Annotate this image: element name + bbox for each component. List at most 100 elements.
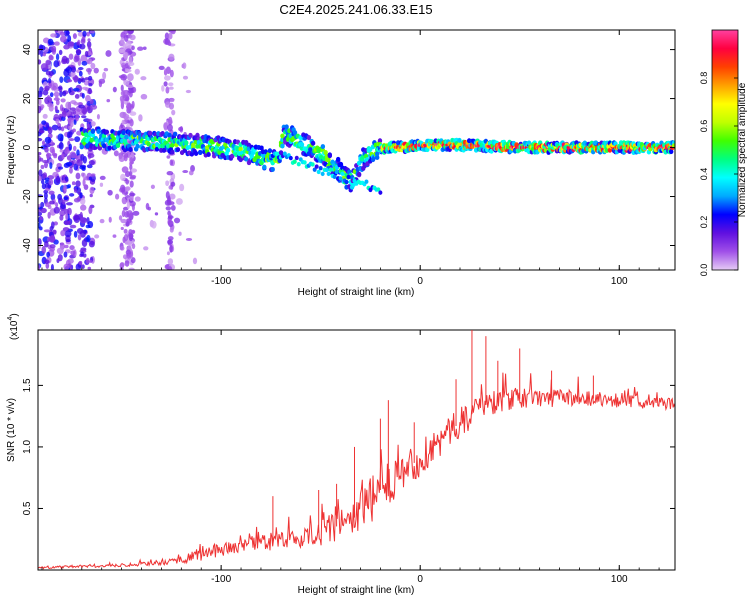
spectrogram-noise-blob (192, 257, 198, 265)
spectrogram-noise-blob (125, 218, 132, 224)
spectrogram-noise-blob (38, 157, 44, 162)
snr-multiplier-base: (x10 (9, 320, 20, 340)
spectrogram-noise-blob (59, 149, 64, 153)
spectrogram-noise-blob (64, 176, 69, 182)
spectrogram-noise-blob (81, 60, 88, 66)
snr-y-label: SNR (10 * v/v) (6, 398, 17, 462)
spectrogram-noise-blob (69, 193, 75, 197)
spectrogram-noise-blob (71, 181, 76, 186)
spectrogram-noise-blob (49, 162, 53, 169)
spectrogram-noise-blob (70, 120, 74, 128)
spectrogram-noise-blob (80, 54, 88, 63)
colorbar-tick-label: 0.4 (699, 168, 709, 181)
spectrogram-noise-blob (66, 79, 73, 83)
spectrogram-noise-blob (48, 70, 54, 76)
spectrogram-noise-blob (98, 78, 106, 84)
spectrogram-noise-blob (143, 246, 149, 251)
spectrogram-noise-blob (124, 211, 130, 218)
spectrogram-branch-blob (294, 155, 299, 161)
spectrogram-noise-blob (182, 62, 187, 69)
spectrogram-noise-blob (75, 113, 80, 122)
spectrogram-noise-blob (78, 260, 83, 266)
snr-x-label: Height of straight line (km) (298, 585, 415, 596)
spectrogram-noise-blob (182, 169, 189, 174)
spectrogram-noise-blob (131, 100, 135, 109)
spectrogram-branch-blob (340, 171, 345, 176)
spectrogram-noise-blob (86, 234, 91, 243)
spectrogram-noise-blob (132, 210, 140, 216)
spectrogram-noise-blob (168, 82, 174, 87)
spectrogram-noise-blob (168, 102, 175, 110)
spectrogram-ridge-blob (121, 130, 126, 136)
spectrogram-noise-blob (125, 179, 130, 185)
spectrogram-noise-blob (88, 176, 93, 181)
spectrogram-noise-blob (75, 263, 82, 270)
spectrogram-noise-blob (40, 63, 48, 71)
spectrogram-noise-blob (56, 247, 64, 255)
spectrogram-noise-blob (60, 98, 66, 103)
spectrogram-noise-blob (124, 260, 130, 267)
figure-title: C2E4.2025.241.06.33.E15 (279, 2, 432, 17)
spectrogram-noise-blob (64, 230, 72, 238)
spectrogram-ridge-blob (262, 164, 267, 170)
spectrogram-ridge-blob (135, 143, 140, 149)
spectrogram-noise-blob (127, 84, 134, 89)
spectrogram-noise-blob (59, 35, 67, 43)
spectrogram-noise-blob (182, 75, 189, 80)
spectrogram-noise-blob (67, 41, 75, 47)
spectrogram-noise-blob (126, 201, 131, 210)
spectrogram-noise-blob (168, 86, 174, 90)
spectrogram-noise-blob (127, 30, 134, 35)
spectrogram-noise-blob (185, 237, 193, 241)
spectrogram-noise-blob (108, 216, 112, 223)
spectrogram-noise-blob (74, 136, 81, 143)
spectrogram-ridge-blob (128, 146, 133, 152)
colorbar-tick-label: 0.2 (699, 216, 709, 229)
spectrogram-noise-blob (73, 188, 78, 193)
spectrogram-branch-blob (312, 167, 317, 172)
spectrogram-ridge-blob (669, 149, 674, 155)
spectrogram-noise-blob (90, 30, 95, 34)
spectrogram-noise-blob (70, 250, 76, 256)
spectrogram-ridge-blob (292, 130, 298, 136)
spectrogram-noise-blob (46, 94, 51, 101)
spectrogram-noise-blob (89, 193, 93, 198)
spectrogram-noise-blob (50, 221, 55, 229)
spectrogram-noise-blob (120, 84, 124, 92)
spectrogram-noise-blob (55, 202, 59, 208)
spectrogram-noise-blob (99, 218, 105, 224)
spectrogram-noise-blob (122, 113, 130, 120)
spectrogram-noise-blob (54, 30, 59, 34)
spectrogram-noise-blob (38, 264, 41, 270)
spectrogram-noise-blob (44, 85, 50, 92)
spectrogram-noise-blob (38, 98, 42, 106)
snr-frame (37, 329, 676, 571)
spectrogram-noise-blob (47, 102, 54, 108)
spectrogram-noise-blob (168, 116, 173, 125)
spectrogram-noise-blob (80, 153, 85, 161)
spectrogram-ridge-blob (167, 132, 172, 138)
spectrogram-x-label: Height of straight line (km) (298, 287, 415, 298)
spectrogram-noise-blob (76, 130, 83, 136)
spectrogram-branch-blob (314, 164, 319, 169)
spectrogram-noise-blob (81, 239, 88, 247)
spectrogram-noise-blob (79, 197, 86, 205)
spectrogram-noise-blob (89, 259, 93, 263)
spectrogram-noise-blob (65, 66, 73, 74)
x-tick-label: 0 (417, 276, 423, 287)
x-tick-label: 100 (611, 574, 628, 585)
spectrogram-noise-blob (79, 192, 83, 199)
spectrogram-noise-blob (62, 199, 66, 205)
spectrogram-noise-blob (72, 145, 77, 152)
spectrogram-noise-blob (87, 153, 95, 159)
spectrogram-noise-blob (88, 206, 93, 215)
spectrogram-noise-blob (39, 216, 44, 221)
spectrogram-noise-blob (127, 87, 134, 91)
spectrogram-noise-blob (65, 101, 71, 110)
spectrogram-branch-blob (346, 174, 351, 180)
spectrogram-noise-blob (169, 69, 174, 78)
spectrogram-noise-blob (45, 262, 50, 269)
spectrogram-noise-blob (60, 229, 66, 237)
spectrogram-noise-blob (47, 211, 51, 219)
spectrogram-ridge-blob (90, 132, 96, 138)
